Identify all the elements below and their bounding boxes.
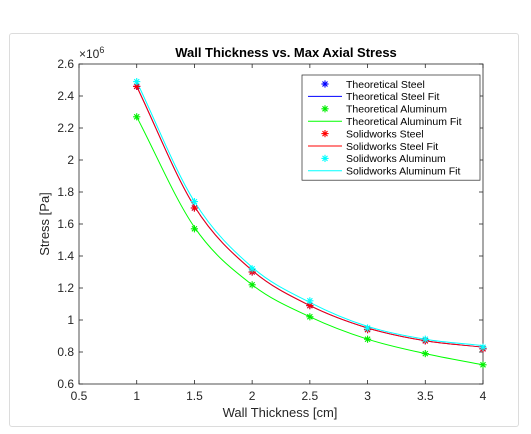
data-point-2 (306, 313, 314, 321)
y-tick-label: 1.2 (57, 281, 74, 295)
data-point-2 (133, 113, 141, 121)
data-point-4 (190, 204, 199, 212)
y-exponent-base: ×10 (79, 47, 100, 61)
y-tick-label: 2.6 (57, 57, 74, 71)
plot-area: 0.5 1 1.5 2 2.5 3 3.5 4 0.6 0.8 1 1.2 1.4 1.6 1.8 2 2.2 2… (57, 57, 486, 403)
y-tick-label: 0.8 (57, 345, 74, 359)
y-exponent: ×106 (79, 45, 104, 61)
data-point-2 (248, 281, 256, 289)
legend-label: Solidworks Aluminum (346, 153, 446, 165)
x-tick-label: 0.5 (71, 389, 88, 403)
data-point-6 (363, 324, 372, 332)
y-tick-label: 1 (67, 313, 74, 327)
x-tick-label: 1 (133, 389, 140, 403)
x-tick-label: 2.5 (302, 389, 319, 403)
legend-label: Theoretical Aluminum Fit (346, 116, 462, 128)
legend-marker-swatch (321, 105, 329, 113)
y-tick-label: 1.6 (57, 217, 74, 231)
data-point-2 (421, 350, 429, 358)
legend-label: Theoretical Steel Fit (346, 91, 439, 103)
legend-label: Theoretical Aluminum (346, 104, 447, 116)
x-tick-label: 2 (249, 389, 256, 403)
y-tick-label: 1.4 (57, 249, 74, 263)
y-tick-label: 2.2 (57, 121, 74, 135)
data-point-2 (190, 225, 199, 233)
legend-label: Theoretical Steel (346, 79, 425, 91)
legend-label: Solidworks Steel (346, 128, 424, 140)
x-tick-label: 4 (480, 389, 487, 403)
y-tick-label: 2 (67, 153, 74, 167)
x-tick-label: 3.5 (417, 389, 434, 403)
legend-marker-swatch (321, 154, 329, 162)
y-axis-label: Stress [Pa] (37, 192, 52, 256)
x-tick-label: 3 (364, 389, 371, 403)
y-tick-label: 0.6 (57, 377, 74, 391)
data-point-6 (479, 343, 487, 351)
legend-marker-swatch (321, 130, 329, 138)
x-tick-label: 1.5 (186, 389, 203, 403)
x-axis-label: Wall Thickness [cm] (223, 405, 338, 420)
y-tick-label: 2.4 (57, 89, 74, 103)
y-exponent-power: 6 (99, 45, 104, 55)
data-point-6 (306, 297, 314, 305)
data-point-6 (248, 265, 256, 273)
data-point-2 (363, 335, 372, 343)
legend-label: Solidworks Aluminum Fit (346, 166, 460, 178)
y-tick-label: 1.8 (57, 185, 74, 199)
legend-box (301, 74, 481, 181)
data-point-6 (190, 198, 199, 206)
data-point-6 (421, 335, 429, 343)
data-point-6 (133, 78, 141, 86)
data-point-2 (479, 361, 487, 369)
legend-label: Solidworks Steel Fit (346, 141, 438, 153)
chart-title: Wall Thickness vs. Max Axial Stress (175, 45, 397, 60)
legend-marker-swatch (321, 80, 329, 88)
